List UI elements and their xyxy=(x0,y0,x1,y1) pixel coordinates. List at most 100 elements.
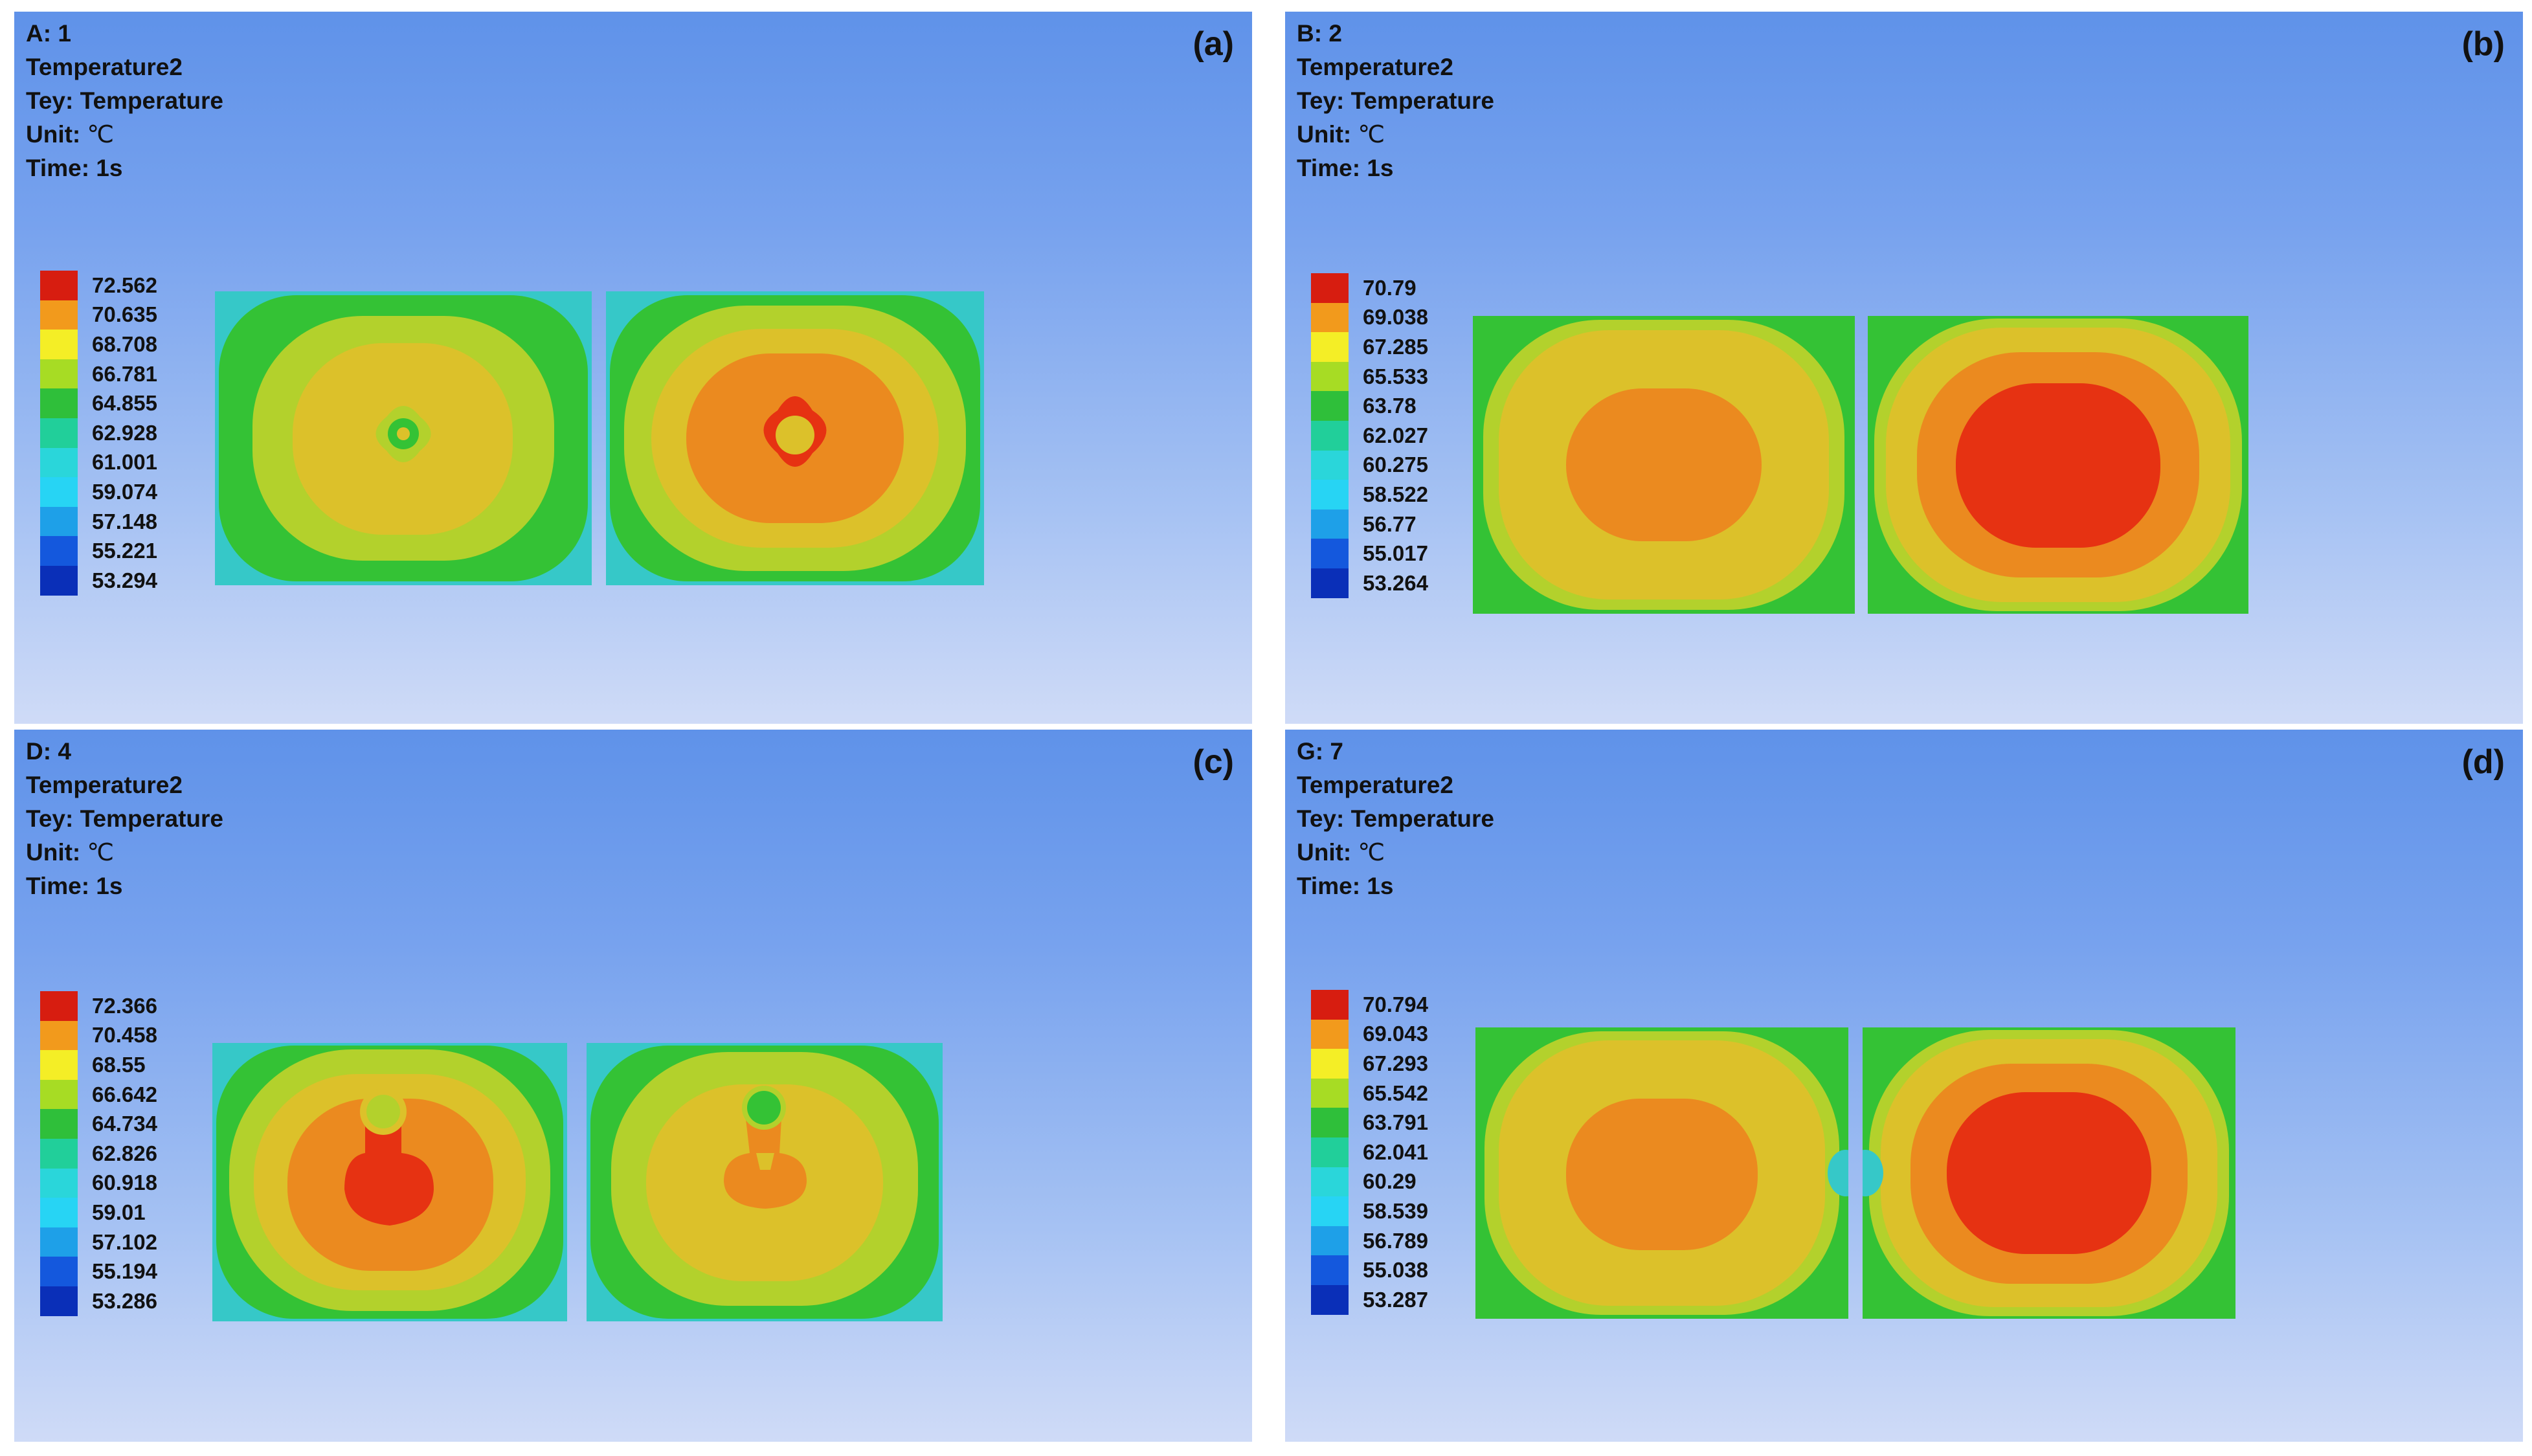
legend-swatch xyxy=(1311,273,1349,303)
thermal-model-left[interactable] xyxy=(1475,1027,1848,1319)
unit-label: Unit: xyxy=(1297,839,1352,866)
thermal-model-left[interactable] xyxy=(1473,316,1855,614)
legend-value: 58.539 xyxy=(1363,1198,1428,1223)
info-block: G: 7 Temperature2 Tey: Temperature Unit:… xyxy=(1297,735,1494,903)
legend-row: 64.855 xyxy=(40,388,157,418)
legend-value: 55.194 xyxy=(92,1259,157,1284)
color-legend: 70.794 69.043 67.293 65.542 63.791 62.04… xyxy=(1311,990,1428,1315)
legend-value: 57.102 xyxy=(92,1229,157,1254)
legend-swatch xyxy=(40,1227,78,1257)
legend-row: 60.918 xyxy=(40,1168,157,1198)
legend-value: 55.038 xyxy=(1363,1258,1428,1282)
time-label: Time: xyxy=(26,155,90,181)
result-header: A: 1 xyxy=(26,20,71,47)
legend-value: 64.734 xyxy=(92,1112,157,1136)
legend-value: 72.562 xyxy=(92,273,157,297)
type-value: Temperature xyxy=(80,87,224,114)
legend-value: 70.79 xyxy=(1363,275,1417,300)
legend-swatch xyxy=(40,300,78,330)
legend-row: 62.928 xyxy=(40,418,157,448)
legend-swatch xyxy=(40,1050,78,1080)
time-value: 1s xyxy=(96,155,123,181)
legend-swatch xyxy=(40,359,78,389)
legend-swatch xyxy=(1311,1108,1349,1137)
legend-row: 55.221 xyxy=(40,536,157,566)
contour-plot xyxy=(606,291,984,585)
panel-tag: (a) xyxy=(1193,25,1234,63)
legend-value: 70.458 xyxy=(92,1023,157,1047)
result-header: D: 4 xyxy=(26,738,71,765)
legend-row: 68.55 xyxy=(40,1050,157,1080)
legend-value: 57.148 xyxy=(92,509,157,533)
time-value: 1s xyxy=(96,873,123,899)
unit-label: Unit: xyxy=(26,121,81,148)
unit-label: Unit: xyxy=(26,839,81,866)
legend-value: 70.635 xyxy=(92,302,157,327)
legend-row: 70.458 xyxy=(40,1020,157,1051)
legend-value: 59.074 xyxy=(92,479,157,504)
legend-row: 55.194 xyxy=(40,1257,157,1286)
legend-row: 56.789 xyxy=(1311,1226,1428,1256)
panel-a: A: 1 Temperature2 Tey: Temperature Unit:… xyxy=(14,12,1252,724)
legend-swatch xyxy=(1311,450,1349,480)
thermal-model-right[interactable] xyxy=(1863,1027,2235,1319)
legend-row: 60.29 xyxy=(1311,1167,1428,1197)
legend-value: 68.708 xyxy=(92,331,157,356)
legend-value: 70.794 xyxy=(1363,992,1428,1016)
legend-swatch xyxy=(1311,361,1349,392)
thermal-model-right[interactable] xyxy=(606,291,984,585)
legend-swatch xyxy=(40,1286,78,1316)
color-legend: 72.562 70.635 68.708 66.781 64.855 62.92… xyxy=(40,271,157,596)
legend-row: 57.102 xyxy=(40,1227,157,1257)
type-value: Temperature xyxy=(1350,805,1495,832)
panel-c: D: 4 Temperature2 Tey: Temperature Unit:… xyxy=(14,730,1252,1442)
legend-value: 66.781 xyxy=(92,361,157,386)
result-header: B: 2 xyxy=(1297,20,1342,47)
legend-value: 58.522 xyxy=(1363,482,1428,506)
legend-value: 55.221 xyxy=(92,539,157,563)
legend-value: 69.038 xyxy=(1363,305,1428,330)
unit-value: ℃ xyxy=(87,121,115,148)
legend-swatch xyxy=(1311,1255,1349,1285)
result-title: Temperature2 xyxy=(26,772,183,798)
legend-swatch xyxy=(40,447,78,478)
type-label: Tey: xyxy=(26,87,74,114)
legend-row: 62.041 xyxy=(1311,1137,1428,1167)
legend-row: 66.642 xyxy=(40,1079,157,1110)
legend-row: 60.275 xyxy=(1311,450,1428,480)
legend-swatch xyxy=(40,1109,78,1139)
thermal-model-right[interactable] xyxy=(587,1043,943,1321)
legend-row: 55.017 xyxy=(1311,539,1428,568)
legend-row: 69.038 xyxy=(1311,302,1428,333)
legend-row: 53.294 xyxy=(40,565,157,596)
legend-value: 69.043 xyxy=(1363,1022,1428,1046)
legend-swatch xyxy=(40,565,78,596)
legend-row: 70.79 xyxy=(1311,273,1428,303)
legend-value: 68.55 xyxy=(92,1052,146,1077)
legend-value: 67.285 xyxy=(1363,334,1428,359)
legend-swatch xyxy=(1311,1049,1349,1079)
legend-swatch xyxy=(1311,990,1349,1020)
thermal-model-right[interactable] xyxy=(1868,316,2248,614)
thermal-model-left[interactable] xyxy=(212,1043,567,1321)
legend-swatch xyxy=(1311,391,1349,421)
info-block: B: 2 Temperature2 Tey: Temperature Unit:… xyxy=(1297,17,1494,185)
legend-swatch xyxy=(1311,1078,1349,1108)
legend-swatch xyxy=(40,271,78,300)
panel-tag: (d) xyxy=(2461,743,2505,781)
legend-swatch xyxy=(40,1138,78,1169)
legend-row: 58.522 xyxy=(1311,480,1428,510)
legend-value: 65.533 xyxy=(1363,364,1428,388)
legend-value: 63.791 xyxy=(1363,1110,1428,1135)
legend-swatch xyxy=(40,1257,78,1286)
legend-row: 62.826 xyxy=(40,1138,157,1169)
legend-swatch xyxy=(1311,420,1349,451)
legend-row: 61.001 xyxy=(40,447,157,478)
contour-plot xyxy=(587,1043,943,1321)
type-value: Temperature xyxy=(1350,87,1495,114)
time-label: Time: xyxy=(26,873,90,899)
legend-row: 56.77 xyxy=(1311,509,1428,539)
legend-value: 66.642 xyxy=(92,1082,157,1106)
thermal-model-left[interactable] xyxy=(215,291,592,585)
legend-row: 64.734 xyxy=(40,1109,157,1139)
